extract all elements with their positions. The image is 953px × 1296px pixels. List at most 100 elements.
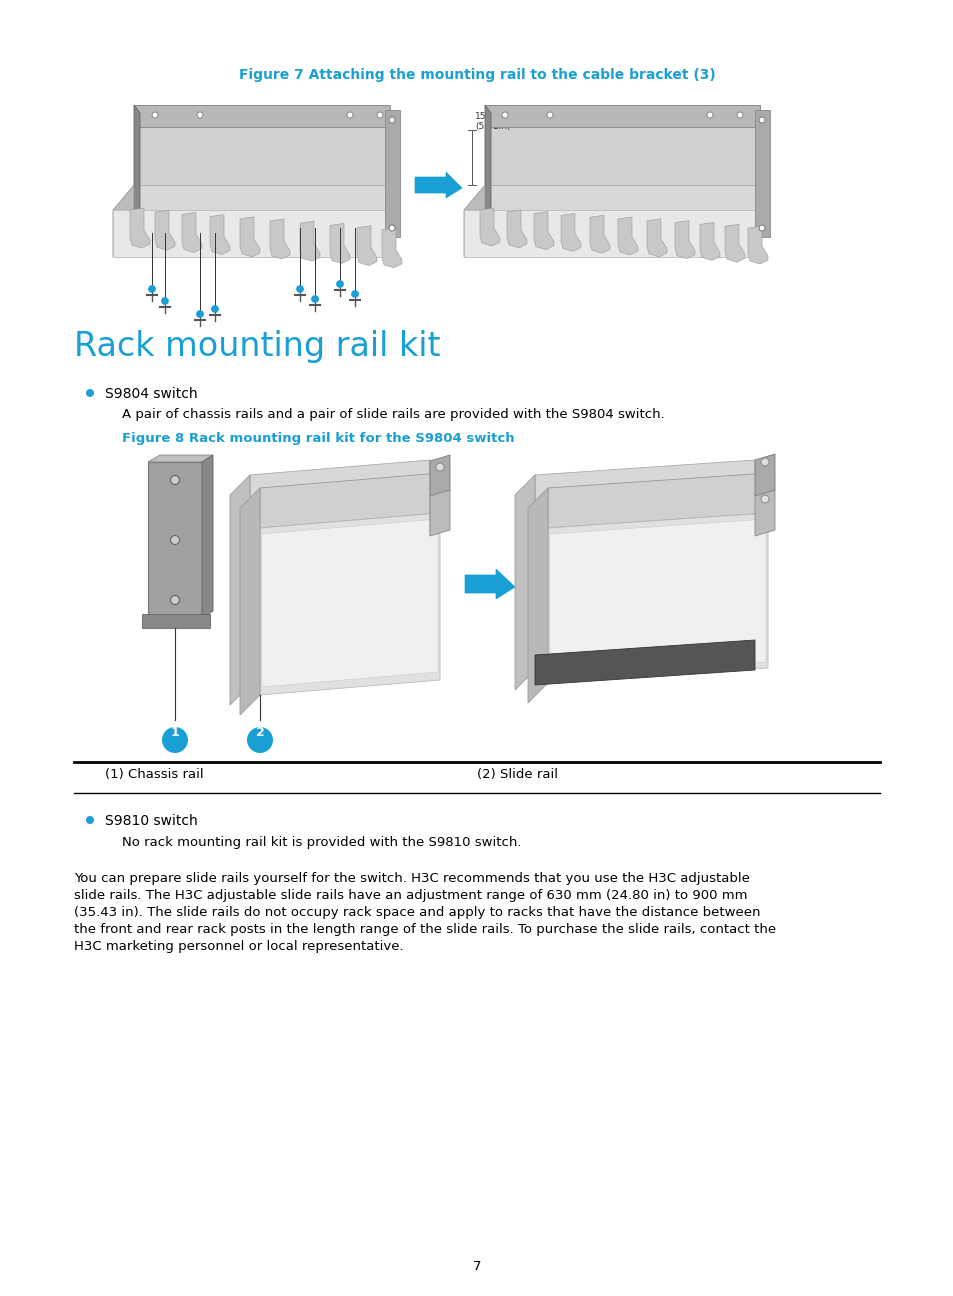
Polygon shape	[240, 216, 260, 257]
Polygon shape	[210, 215, 230, 254]
Polygon shape	[133, 105, 390, 127]
Text: No rack mounting rail kit is provided with the S9810 switch.: No rack mounting rail kit is provided wi…	[122, 836, 521, 849]
Polygon shape	[112, 210, 390, 257]
Polygon shape	[724, 224, 744, 262]
Text: (1) Chassis rail: (1) Chassis rail	[105, 769, 203, 781]
Polygon shape	[646, 219, 666, 257]
Polygon shape	[260, 513, 439, 695]
Polygon shape	[550, 518, 765, 677]
Text: (35.43 in). The slide rails do not occupy rack space and apply to racks that hav: (35.43 in). The slide rails do not occup…	[74, 906, 760, 919]
Polygon shape	[250, 500, 430, 686]
Circle shape	[759, 226, 764, 231]
Polygon shape	[430, 455, 450, 496]
Circle shape	[171, 476, 179, 485]
Polygon shape	[484, 105, 760, 232]
Circle shape	[501, 111, 507, 118]
Polygon shape	[250, 460, 430, 515]
Polygon shape	[154, 210, 174, 250]
Circle shape	[152, 111, 158, 118]
Polygon shape	[515, 476, 535, 689]
Polygon shape	[381, 228, 401, 268]
Polygon shape	[385, 110, 399, 237]
Polygon shape	[535, 460, 754, 515]
Text: 1: 1	[171, 727, 179, 740]
Polygon shape	[240, 489, 260, 715]
Polygon shape	[415, 172, 461, 198]
Polygon shape	[430, 490, 450, 537]
Polygon shape	[547, 513, 767, 683]
Polygon shape	[527, 489, 547, 702]
Circle shape	[86, 816, 94, 824]
Text: S9804 switch: S9804 switch	[105, 388, 197, 400]
Polygon shape	[506, 210, 526, 248]
Polygon shape	[130, 207, 150, 248]
Polygon shape	[675, 220, 695, 259]
Polygon shape	[537, 505, 752, 664]
Polygon shape	[252, 505, 428, 675]
Circle shape	[312, 295, 318, 302]
Polygon shape	[535, 640, 754, 686]
Polygon shape	[182, 213, 202, 253]
Circle shape	[196, 111, 203, 118]
Circle shape	[171, 595, 179, 604]
Text: You can prepare slide rails yourself for the switch. H3C recommends that you use: You can prepare slide rails yourself for…	[74, 872, 749, 885]
Polygon shape	[133, 105, 390, 232]
Polygon shape	[299, 222, 319, 262]
Polygon shape	[330, 223, 350, 263]
Text: 7: 7	[473, 1260, 480, 1273]
Polygon shape	[484, 185, 760, 232]
Polygon shape	[133, 105, 140, 240]
Polygon shape	[270, 219, 290, 259]
Circle shape	[351, 290, 358, 298]
Polygon shape	[484, 105, 760, 127]
Polygon shape	[142, 614, 210, 629]
Text: 2: 2	[255, 727, 264, 740]
Circle shape	[162, 727, 188, 753]
Polygon shape	[700, 223, 720, 260]
Polygon shape	[133, 185, 390, 232]
Circle shape	[149, 285, 155, 293]
Circle shape	[171, 535, 179, 544]
Polygon shape	[463, 210, 760, 257]
Text: H3C marketing personnel or local representative.: H3C marketing personnel or local represe…	[74, 940, 403, 953]
Polygon shape	[747, 226, 767, 264]
Circle shape	[760, 457, 768, 467]
Polygon shape	[112, 185, 133, 257]
Polygon shape	[754, 490, 774, 537]
Polygon shape	[230, 476, 250, 705]
Polygon shape	[534, 211, 554, 250]
Circle shape	[86, 389, 94, 397]
Polygon shape	[754, 454, 774, 496]
Circle shape	[436, 463, 443, 470]
Circle shape	[212, 306, 218, 312]
Circle shape	[759, 117, 764, 123]
Polygon shape	[430, 461, 439, 537]
Text: the front and rear rack posts in the length range of the slide rails. To purchas: the front and rear rack posts in the len…	[74, 923, 776, 936]
Text: S9810 switch: S9810 switch	[105, 814, 197, 828]
Circle shape	[389, 117, 395, 123]
Text: A pair of chassis rails and a pair of slide rails are provided with the S9804 sw: A pair of chassis rails and a pair of sl…	[122, 408, 664, 421]
Text: Rack mounting rail kit: Rack mounting rail kit	[74, 330, 440, 363]
Polygon shape	[547, 473, 767, 527]
Polygon shape	[754, 110, 769, 237]
Polygon shape	[589, 215, 609, 253]
Circle shape	[336, 280, 343, 288]
Circle shape	[737, 111, 742, 118]
Circle shape	[389, 226, 395, 231]
Circle shape	[347, 111, 353, 118]
Circle shape	[706, 111, 712, 118]
Circle shape	[546, 111, 553, 118]
Polygon shape	[148, 461, 202, 618]
Text: Figure 7 Attaching the mounting rail to the cable bracket (3): Figure 7 Attaching the mounting rail to …	[238, 67, 715, 82]
Polygon shape	[560, 214, 580, 251]
Polygon shape	[356, 226, 376, 266]
Text: 150mm
(5.91in): 150mm (5.91in)	[475, 111, 510, 131]
Polygon shape	[260, 473, 439, 527]
Polygon shape	[535, 500, 754, 670]
Circle shape	[247, 727, 273, 753]
Text: slide rails. The H3C adjustable slide rails have an adjustment range of 630 mm (: slide rails. The H3C adjustable slide ra…	[74, 889, 747, 902]
Circle shape	[196, 311, 203, 318]
Circle shape	[760, 495, 768, 503]
Circle shape	[296, 285, 303, 293]
Polygon shape	[202, 455, 213, 618]
